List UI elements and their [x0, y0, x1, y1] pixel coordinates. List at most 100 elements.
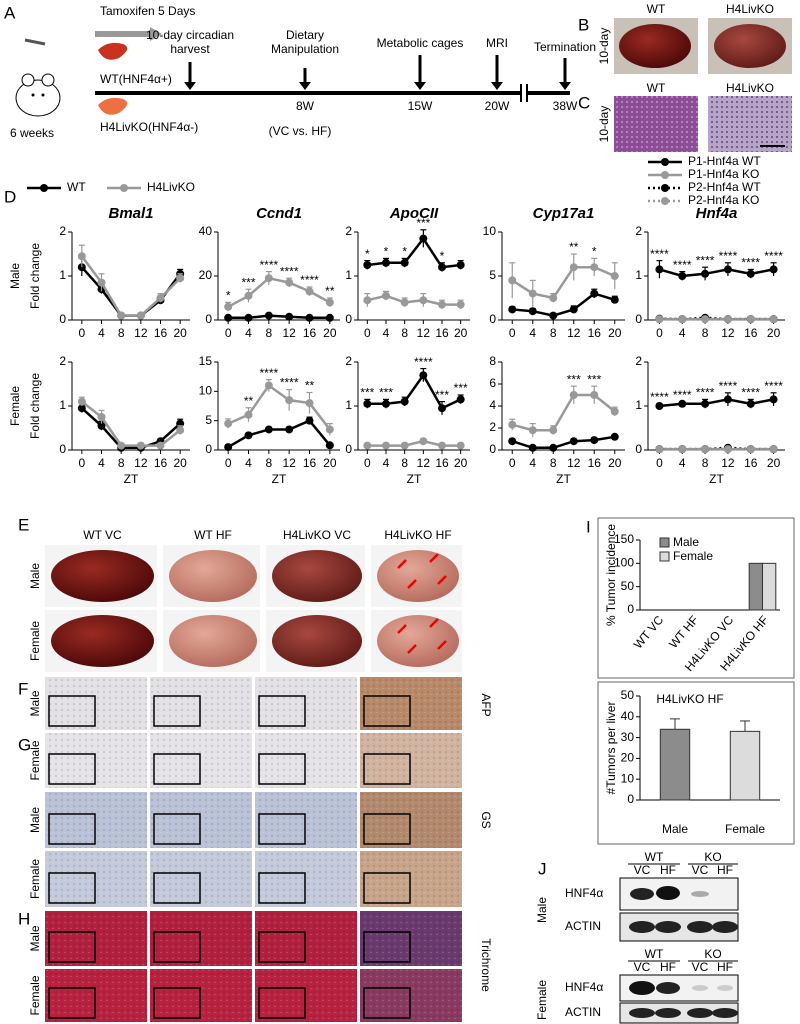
significance: ****	[414, 355, 433, 369]
x-tick-label: 12	[134, 456, 148, 470]
point	[590, 436, 599, 445]
chart-title: H4LivKO HF	[656, 692, 723, 706]
significance: *	[402, 245, 407, 259]
y-tick-label: 0	[345, 442, 352, 456]
point	[590, 391, 599, 399]
x-tick-label: 12	[282, 456, 296, 470]
event-time: 8W	[296, 99, 315, 113]
arrow	[407, 579, 417, 589]
texture	[360, 733, 462, 788]
point	[382, 291, 390, 300]
point	[363, 441, 372, 450]
y-tick-label: 0	[345, 312, 352, 326]
point	[655, 445, 664, 454]
point	[723, 445, 732, 454]
point	[285, 425, 294, 434]
point	[285, 396, 294, 405]
point	[701, 269, 710, 278]
inset-box	[48, 987, 96, 1019]
inset-box	[258, 695, 306, 727]
panel-letter: I	[586, 517, 591, 536]
series-line	[511, 393, 616, 432]
x-tick-label: 8	[550, 326, 557, 340]
bar	[748, 562, 764, 611]
diet: HF	[717, 863, 733, 877]
point	[590, 289, 599, 298]
point	[244, 313, 253, 322]
arrow	[397, 624, 407, 634]
point	[382, 441, 390, 450]
x-tick-label: Female	[725, 822, 765, 836]
x-tick-label: 20	[173, 456, 187, 470]
point	[746, 445, 755, 454]
liver	[169, 615, 257, 667]
y-tick-label: 20	[621, 751, 635, 765]
arrow	[429, 618, 439, 628]
significance: ***	[379, 386, 393, 400]
point	[723, 395, 732, 404]
point	[264, 274, 273, 283]
x-tick-label: 8	[702, 456, 709, 470]
x-tick-label: 16	[154, 326, 168, 340]
legend-label: P2-Hnf4a KO	[688, 193, 759, 207]
point	[382, 399, 390, 408]
point	[610, 295, 619, 304]
inset-box	[153, 813, 201, 845]
texture	[255, 969, 357, 1022]
diet: HF	[660, 960, 676, 974]
significance: **	[305, 379, 315, 393]
y-tick-label: 150	[614, 532, 634, 546]
texture	[45, 969, 147, 1022]
x-tick-label: 20	[454, 326, 468, 340]
point	[400, 397, 409, 406]
point	[97, 421, 106, 430]
significance: *	[440, 249, 445, 263]
series-line	[80, 407, 182, 450]
point	[136, 311, 145, 320]
x-tick-label: 4	[383, 456, 390, 470]
point	[77, 397, 86, 406]
y-tick-label: 0	[489, 442, 496, 456]
point	[723, 315, 732, 324]
row-label: Male	[28, 563, 42, 589]
significance: ****	[300, 273, 319, 287]
point	[569, 437, 578, 446]
point	[244, 410, 253, 419]
panel-letter: F	[18, 679, 28, 698]
x-axis-label: ZT	[124, 472, 139, 486]
stain-label: Trichrome	[479, 938, 493, 992]
inset-box	[363, 753, 411, 785]
protein: HNF4α	[565, 886, 603, 900]
point	[224, 419, 233, 428]
x-tick-label: 8	[118, 456, 125, 470]
inset-box	[153, 753, 201, 785]
point	[769, 265, 778, 274]
series-line	[228, 314, 330, 320]
point	[363, 261, 372, 269]
y-tick-label: 10	[483, 224, 497, 238]
legend-label: H4LivKO	[147, 180, 195, 194]
point	[508, 420, 517, 429]
series-line	[512, 292, 616, 317]
wt-group: WT(HNF4α+)	[100, 72, 172, 86]
genotype: WT	[645, 850, 664, 864]
event-label: 10-day circadian harvest	[145, 28, 235, 56]
significance: ****	[280, 376, 299, 390]
texture	[255, 733, 357, 788]
point	[400, 258, 409, 267]
significance: ***	[435, 388, 449, 402]
column-label: H4LivKO VC	[283, 528, 351, 542]
row-label: Male	[28, 690, 42, 716]
texture	[45, 792, 147, 848]
panel-letter: C	[578, 93, 590, 112]
point	[610, 407, 619, 416]
point	[549, 426, 558, 435]
point	[769, 315, 778, 324]
point	[117, 311, 126, 320]
x-tick-label: 16	[435, 326, 449, 340]
series-line	[367, 439, 461, 447]
series-line	[511, 435, 615, 450]
point	[456, 441, 465, 450]
arrow	[437, 575, 447, 585]
point	[508, 437, 517, 446]
